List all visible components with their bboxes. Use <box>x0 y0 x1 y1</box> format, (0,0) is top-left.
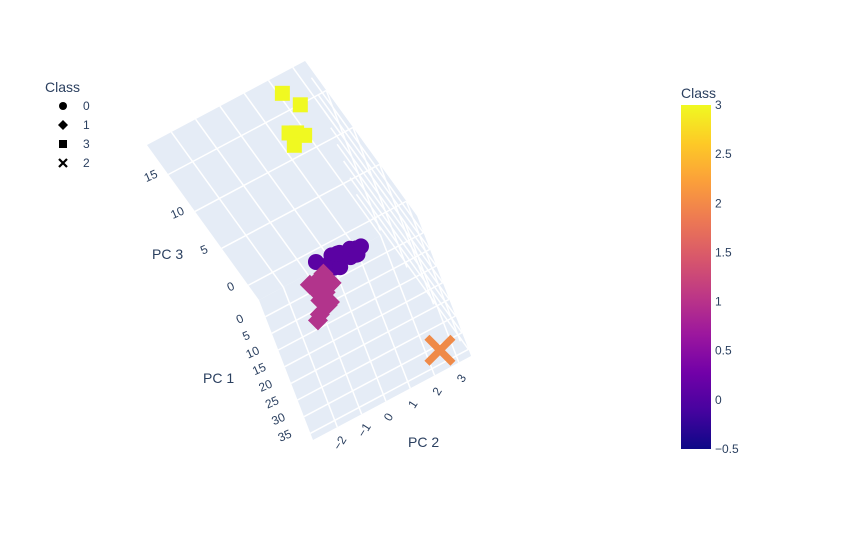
grid-y-floor <box>379 235 436 376</box>
grid-x-wall <box>317 93 431 250</box>
grid-y-wall <box>195 118 309 275</box>
colorbar-tick-label: 2.5 <box>715 147 732 161</box>
grid-x-floor <box>290 298 450 384</box>
colorbar-tick-label: 0.5 <box>715 344 732 358</box>
grid-x-floor <box>271 248 431 334</box>
axis-panes <box>147 61 471 440</box>
y-tick-label: −1 <box>355 420 374 439</box>
colorbar-tick-label: 1.5 <box>715 245 732 259</box>
legend-symbol-x <box>58 158 68 168</box>
grid-y-floor <box>331 260 387 402</box>
legend-symbol-circle <box>59 102 67 110</box>
grid-x-floor <box>265 232 424 318</box>
legend-label: 0 <box>83 99 90 113</box>
data-point <box>307 310 328 331</box>
grid-z-back <box>247 200 407 286</box>
z-tick-label: 15 <box>142 167 160 185</box>
y-axis-title: PC 2 <box>408 434 439 450</box>
grid-z-right <box>378 164 435 305</box>
legend-label: 3 <box>83 137 90 151</box>
legend-label: 2 <box>83 156 90 170</box>
grid-x-floor <box>284 282 444 368</box>
grid-lines <box>167 67 470 434</box>
x-tick-label: 25 <box>263 393 281 411</box>
data-point <box>349 246 366 263</box>
data-point <box>332 259 349 276</box>
z-tick-label: 5 <box>198 242 210 258</box>
grid-y-wall <box>219 105 333 262</box>
data-points <box>274 85 456 366</box>
grid-y-wall <box>292 67 406 223</box>
legend-symbol-square <box>59 140 67 148</box>
grid-x-floor <box>297 315 456 401</box>
grid-x-floor <box>277 265 437 351</box>
z-tick-label: 0 <box>225 279 237 295</box>
legend-item[interactable]: 1 <box>58 118 90 132</box>
z-tick-label: 10 <box>168 204 186 222</box>
x-tick-label: 0 <box>234 311 246 327</box>
grid-y-floor <box>355 248 411 389</box>
grid-y-floor <box>282 286 339 428</box>
legend-item[interactable]: 3 <box>59 137 90 151</box>
grid-z-back <box>194 126 354 213</box>
grid-x-wall <box>349 177 463 334</box>
legend-title: Class <box>45 79 80 95</box>
grid-x-wall <box>355 193 470 350</box>
colorbar-tick-label: −0.5 <box>715 442 739 456</box>
grid-y-wall <box>243 92 357 249</box>
colorbar: Class 3 2.5 2 1.5 1 0.5 0 −0.5 <box>681 85 739 456</box>
grid-x-wall <box>330 127 444 284</box>
series-3 <box>274 85 313 153</box>
grid-z-back <box>221 163 381 249</box>
x-tick-label: 35 <box>276 426 294 444</box>
y-tick-label: −2 <box>330 433 349 452</box>
y-tick-label: 3 <box>454 372 470 385</box>
grid-y-wall <box>170 131 284 288</box>
series-1 <box>299 263 342 331</box>
x-tick-label: 5 <box>240 328 252 344</box>
x-tick-label: 15 <box>250 360 268 378</box>
colorbar-tick-label: 2 <box>715 196 722 210</box>
colorbar-tick-label: 3 <box>715 98 722 112</box>
legend-item[interactable]: 2 <box>58 156 90 170</box>
data-point <box>286 137 302 153</box>
legend-symbol-diamond <box>58 120 68 130</box>
y-tick-label: 0 <box>381 410 397 423</box>
data-point <box>321 272 342 293</box>
grid-x-wall <box>310 77 425 234</box>
grid-z-right <box>325 90 382 231</box>
grid-x-floor <box>310 348 469 434</box>
data-point <box>424 334 456 366</box>
grid-z-right <box>405 200 462 342</box>
legend-label: 1 <box>83 118 90 132</box>
colorbar-tick-label: 0 <box>715 393 722 407</box>
data-point <box>329 245 346 262</box>
grid-y-wall <box>267 79 382 236</box>
colorbar-tick-label: 1 <box>715 295 722 309</box>
grid-x-wall <box>342 160 457 317</box>
data-point <box>307 253 324 270</box>
x-tick-label: 20 <box>257 376 275 394</box>
y-tick-label: 1 <box>405 397 421 410</box>
series-2 <box>424 334 456 366</box>
legend-item[interactable]: 0 <box>59 99 90 113</box>
grid-z-right <box>352 127 408 268</box>
z-axis-title: PC 3 <box>152 246 183 262</box>
x-axis-title: PC 1 <box>203 370 234 386</box>
y-tick-label: 2 <box>429 384 445 397</box>
colorbar-title: Class <box>681 85 716 101</box>
data-point <box>292 97 308 113</box>
colorbar-gradient <box>681 105 711 449</box>
legend: Class 0 1 3 2 <box>45 79 90 170</box>
grid-x-wall <box>336 143 450 300</box>
x-tick-label: 10 <box>244 343 262 361</box>
data-point <box>274 85 290 101</box>
x-tick-label: 30 <box>269 410 287 428</box>
